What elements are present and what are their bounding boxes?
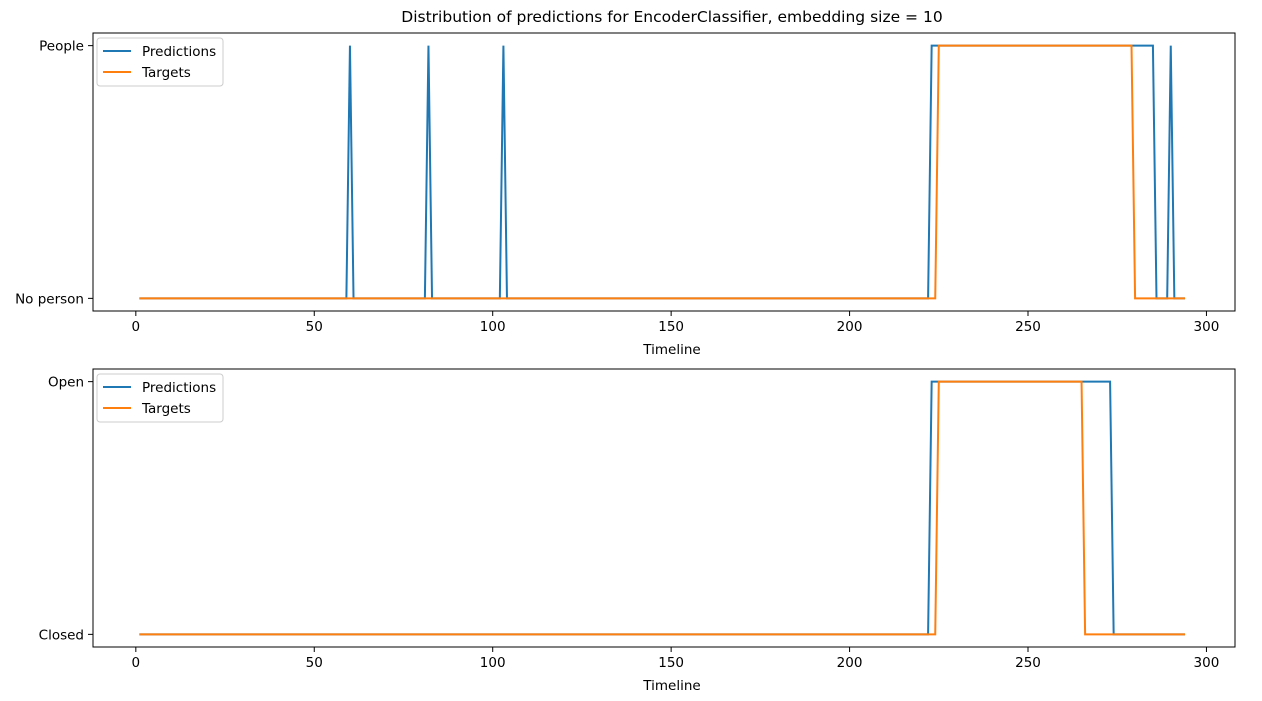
x-tick-label: 150	[658, 655, 684, 671]
y-tick-label: Closed	[39, 627, 84, 643]
subplot-bottom: 0 50 100 150 200 250 300 Closed Open Timeline P…	[39, 368, 1236, 694]
x-tick-label: 150	[658, 319, 684, 335]
x-axis-label-bottom: Timeline	[642, 678, 700, 694]
subplot-top: Distribution of predictions for EncoderC…	[15, 8, 1236, 358]
y-tick-label: No person	[15, 291, 84, 307]
x-tick-label: 50	[306, 655, 323, 671]
x-tick-label: 0	[132, 655, 141, 671]
x-tick-label: 300	[1194, 319, 1220, 335]
x-axis-ticks-top: 0 50 100 150 200 250 300	[132, 311, 1220, 335]
plot-frame-bottom	[92, 368, 1236, 648]
legend-label-targets: Targets	[141, 401, 191, 417]
x-tick-label: 200	[837, 655, 863, 671]
x-tick-label: 300	[1194, 655, 1220, 671]
x-axis-ticks-bottom: 0 50 100 150 200 250 300	[132, 647, 1220, 671]
series-group-top	[139, 44, 1186, 300]
x-tick-label: 200	[837, 319, 863, 335]
x-tick-label: 50	[306, 319, 323, 335]
x-tick-label: 250	[1015, 655, 1041, 671]
plot-frame-top	[92, 32, 1236, 312]
y-tick-label: Open	[48, 375, 84, 391]
series-line-targets	[139, 380, 1186, 636]
series-line-predictions	[139, 44, 1186, 300]
series-line-targets	[139, 44, 1186, 300]
x-axis-label-top: Timeline	[642, 342, 700, 358]
x-tick-label: 0	[132, 319, 141, 335]
chart-title: Distribution of predictions for EncoderC…	[401, 8, 942, 26]
y-tick-label: People	[39, 39, 84, 55]
series-group-bottom	[139, 380, 1186, 636]
y-axis-ticks-top: No person People	[15, 39, 93, 307]
legend-label-predictions: Predictions	[142, 380, 216, 396]
legend-label-predictions: Predictions	[142, 44, 216, 60]
legend-label-targets: Targets	[141, 65, 191, 81]
x-tick-label: 250	[1015, 319, 1041, 335]
legend-top: Predictions Targets	[96, 37, 224, 87]
y-axis-ticks-bottom: Closed Open	[39, 375, 93, 643]
x-tick-label: 100	[480, 319, 506, 335]
series-line-predictions	[139, 380, 1186, 636]
legend-bottom: Predictions Targets	[96, 373, 224, 423]
x-tick-label: 100	[480, 655, 506, 671]
